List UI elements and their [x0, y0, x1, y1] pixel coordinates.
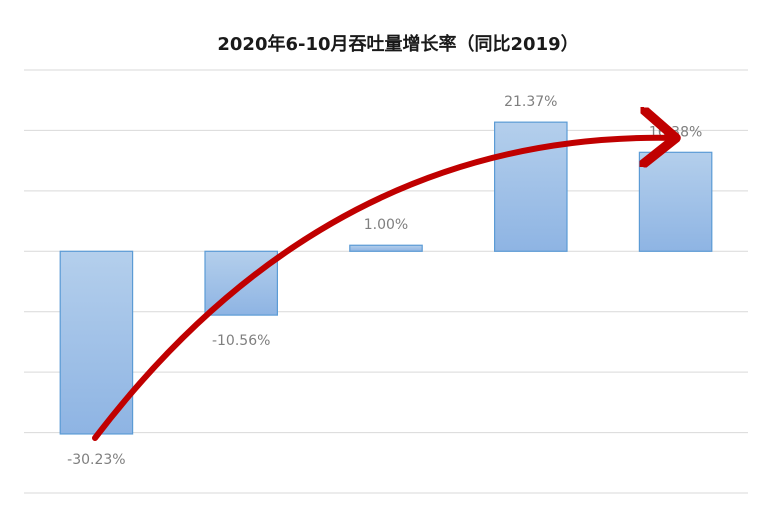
trend-arrow	[92, 138, 676, 441]
data-label-9月: 21.37%	[504, 94, 557, 110]
data-label-6月: -30.23%	[67, 452, 125, 468]
bar-10月	[638, 151, 713, 252]
chart-title: 2020年6-10月吞吐量增长率（同比2019）	[217, 33, 578, 55]
bar-9月	[494, 121, 568, 252]
data-labels: -30.23%-10.56%1.00%21.37%16.38%	[67, 94, 702, 468]
data-label-7月: -10.56%	[212, 333, 270, 349]
bar-8月	[349, 244, 423, 252]
data-label-8月: 1.00%	[364, 217, 408, 233]
bars	[59, 121, 713, 435]
